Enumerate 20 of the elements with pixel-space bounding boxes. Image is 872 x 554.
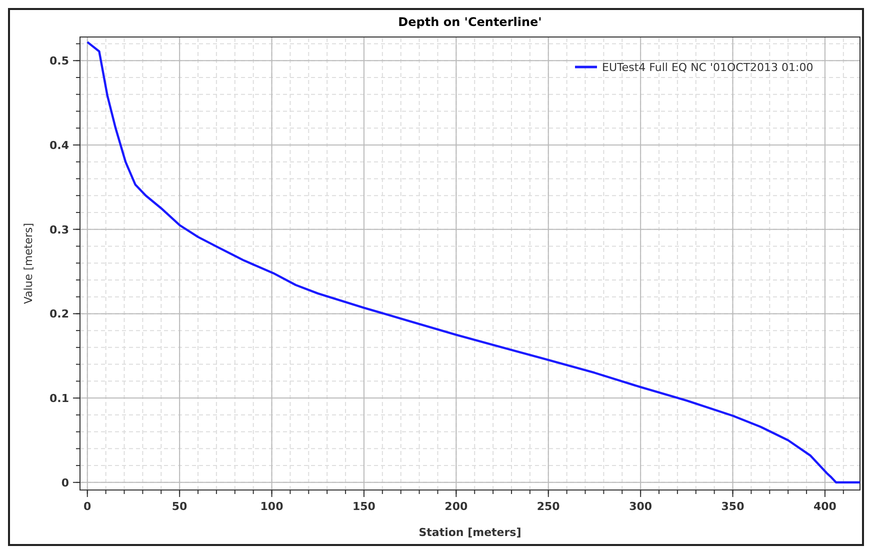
legend-label: EUTest4 Full EQ NC '01OCT2013 01:00 <box>602 61 814 74</box>
line-series <box>86 40 862 484</box>
chart-title: Depth on 'Centerline' <box>398 15 542 29</box>
x-tick-label: 50 <box>172 500 188 513</box>
x-tick-label: 0 <box>84 500 92 513</box>
y-tick-label: 0.4 <box>50 138 70 152</box>
y-tick-label: 0.3 <box>50 223 69 236</box>
y-tick-label: 0.2 <box>50 308 69 321</box>
x-tick-label: 250 <box>536 500 560 513</box>
x-tick-label: 100 <box>260 500 284 513</box>
x-axis-title: Station [meters] <box>418 526 522 539</box>
x-tick-label: 200 <box>444 500 468 513</box>
y-tick-label: 0.5 <box>50 54 69 68</box>
x-tick-label: 300 <box>629 500 652 513</box>
x-tick-label: 350 <box>721 500 745 513</box>
y-axis-title: Value [meters] <box>22 222 35 304</box>
y-tick-label: 0.1 <box>50 392 69 406</box>
x-tick-label: 150 <box>352 500 376 513</box>
x-tick-label: 400 <box>813 500 837 513</box>
y-tick-label: 0 <box>61 476 70 490</box>
